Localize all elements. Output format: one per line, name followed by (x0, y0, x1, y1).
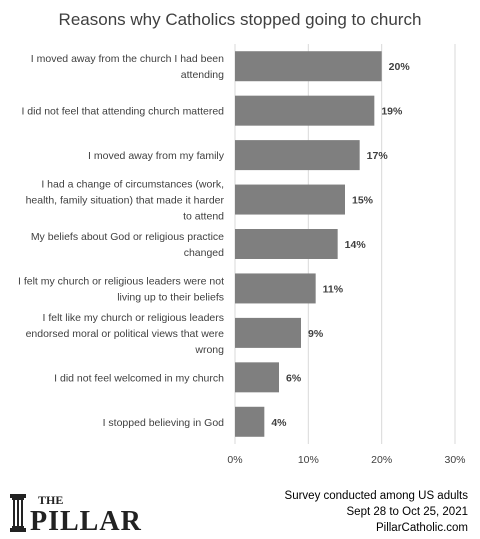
category-label-line: to attend (183, 211, 224, 223)
bar (235, 406, 265, 437)
logo-text-pillar: PILLAR (30, 506, 142, 534)
bar (235, 140, 360, 171)
category-label: I felt like my church or religious leade… (26, 312, 225, 356)
category-label: I had a change of circumstances (work, he… (26, 179, 225, 223)
data-label: 9% (308, 328, 324, 340)
bar (235, 229, 338, 259)
bar (235, 51, 382, 82)
category-label-line: I did not feel that attending church mat… (21, 106, 224, 118)
data-label: 20% (389, 61, 411, 73)
bar-chart: 0% 10% 20% 30% 20% I moved away from the chur… (18, 44, 466, 466)
category-label-line: attending (181, 69, 224, 81)
category-label-line: living up to their beliefs (117, 291, 224, 303)
footer-date-line: Sept 28 to Oct 25, 2021 (346, 506, 468, 518)
bar (235, 362, 279, 393)
x-tick-label: 10% (298, 454, 319, 466)
pillar-logo-mark: THE PILLAR (10, 493, 142, 537)
category-label-line: I stopped believing in God (103, 417, 225, 429)
category-label-line: health, family situation) that made it h… (26, 195, 225, 207)
bar (235, 317, 301, 348)
category-label-line: I moved away from the church I had been (31, 53, 224, 65)
category-label-line: I had a change of circumstances (work, (41, 179, 224, 191)
bar (235, 184, 345, 215)
category-label: I did not feel welcomed in my church (54, 372, 224, 384)
data-label: 17% (367, 150, 389, 162)
data-label: 15% (352, 195, 374, 207)
x-tick-label: 30% (444, 454, 465, 466)
bar (235, 95, 375, 126)
pillar-logo: THE PILLAR (8, 490, 148, 537)
category-label: I moved away from the church I had been a… (31, 53, 224, 81)
category-label-line: I moved away from my family (88, 150, 225, 162)
category-label: I felt my church or religious leaders we… (18, 275, 224, 303)
footer-survey-line: Survey conducted among US adults (284, 490, 468, 502)
logo-text-the: THE (38, 493, 63, 507)
data-label: 11% (323, 283, 344, 295)
footer-site-line: PillarCatholic.com (375, 522, 468, 534)
data-label: 6% (286, 372, 302, 384)
category-label: I stopped believing in God (103, 417, 225, 429)
category-label: My beliefs about God or religious practi… (31, 231, 224, 259)
category-label-line: My beliefs about God or religious practi… (31, 231, 224, 243)
x-tick-label: 0% (227, 454, 242, 466)
data-label: 4% (271, 417, 287, 429)
data-label: 19% (381, 106, 403, 118)
category-label-line: changed (184, 247, 224, 259)
category-label: I moved away from my family (88, 150, 225, 162)
footer: Survey conducted among US adults Sept 28… (285, 488, 468, 536)
x-tick-label: 20% (371, 454, 392, 466)
category-label-line: wrong (194, 344, 224, 356)
category-label-line: I felt like my church or religious leade… (43, 312, 225, 324)
category-label-line: endorsed moral or political views that w… (26, 328, 225, 340)
category-label-line: I did not feel welcomed in my church (54, 372, 224, 384)
category-label-line: I felt my church or religious leaders we… (18, 275, 224, 287)
data-label: 14% (345, 239, 367, 251)
category-label: I did not feel that attending church mat… (21, 106, 224, 118)
bar (235, 273, 316, 304)
chart-title: Reasons why Catholics stopped going to c… (58, 10, 422, 29)
